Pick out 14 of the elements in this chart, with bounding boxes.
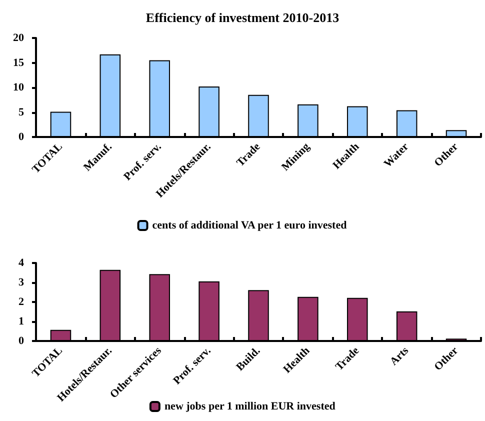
y-tick-label: 10 xyxy=(13,82,24,94)
x-tick-label: Arts xyxy=(388,344,412,368)
legend-label: cents of additional VA per 1 euro invested xyxy=(152,220,347,232)
y-tick-label: 0 xyxy=(18,131,24,143)
legend-label: new jobs per 1 million EUR invested xyxy=(164,400,336,412)
y-tick-label: 5 xyxy=(18,106,24,118)
y-tick-label: 20 xyxy=(13,32,24,44)
y-tick-label: 0 xyxy=(18,335,24,347)
y-tick-label: 2 xyxy=(18,296,24,308)
y-tick-label: 3 xyxy=(18,276,24,288)
y-tick-label: 15 xyxy=(13,56,24,69)
chart-title: Efficiency of investment 2010-2013 xyxy=(146,10,340,25)
y-tick-label: 1 xyxy=(18,316,24,328)
y-tick-label: 4 xyxy=(18,257,24,269)
